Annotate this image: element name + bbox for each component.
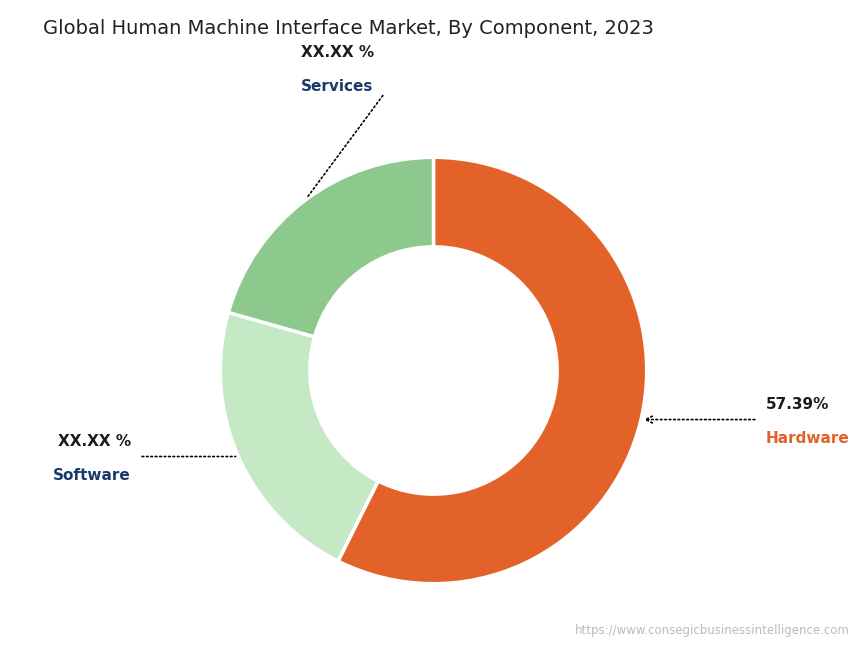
Text: XX.XX %: XX.XX % bbox=[57, 434, 131, 449]
Text: b: b bbox=[399, 344, 417, 368]
Circle shape bbox=[310, 247, 557, 494]
Text: ·: · bbox=[439, 322, 446, 342]
Wedge shape bbox=[228, 157, 434, 337]
Text: Business Intelligence: Business Intelligence bbox=[388, 387, 479, 396]
Text: Services: Services bbox=[302, 79, 374, 94]
Wedge shape bbox=[220, 313, 378, 561]
Text: https://www.consegicbusinessintelligence.com: https://www.consegicbusinessintelligence… bbox=[575, 624, 850, 637]
Text: Consegic: Consegic bbox=[461, 350, 508, 361]
Wedge shape bbox=[338, 157, 647, 584]
Text: Software: Software bbox=[53, 468, 131, 483]
Text: 57.39%: 57.39% bbox=[766, 397, 830, 412]
Text: Global Human Machine Interface Market, By Component, 2023: Global Human Machine Interface Market, B… bbox=[43, 20, 655, 38]
Text: Hardware: Hardware bbox=[766, 431, 850, 447]
Text: XX.XX %: XX.XX % bbox=[301, 46, 375, 60]
